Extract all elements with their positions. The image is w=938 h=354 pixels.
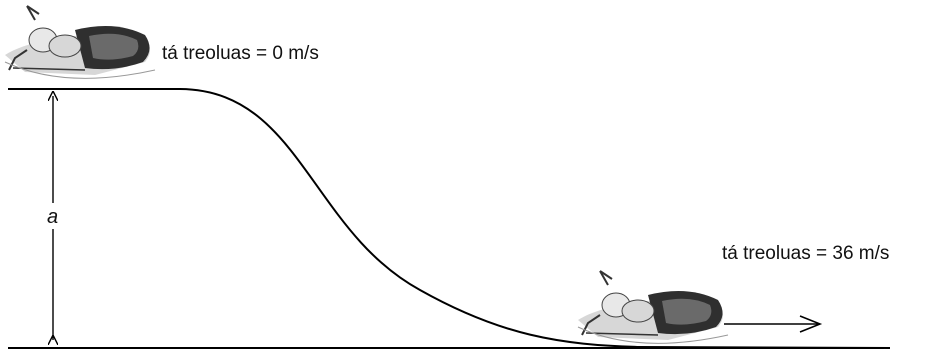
height-label: a: [47, 206, 58, 228]
bobsled-icon: [577, 270, 729, 344]
arrow-right-icon: [724, 315, 823, 333]
bottom-velocity-label: tá treoluas = 36 m/s: [722, 243, 889, 264]
top-velocity-label: tá treoluas = 0 m/s: [162, 43, 319, 64]
hill-curve: [8, 88, 891, 349]
bobsled-icon: [4, 5, 156, 79]
